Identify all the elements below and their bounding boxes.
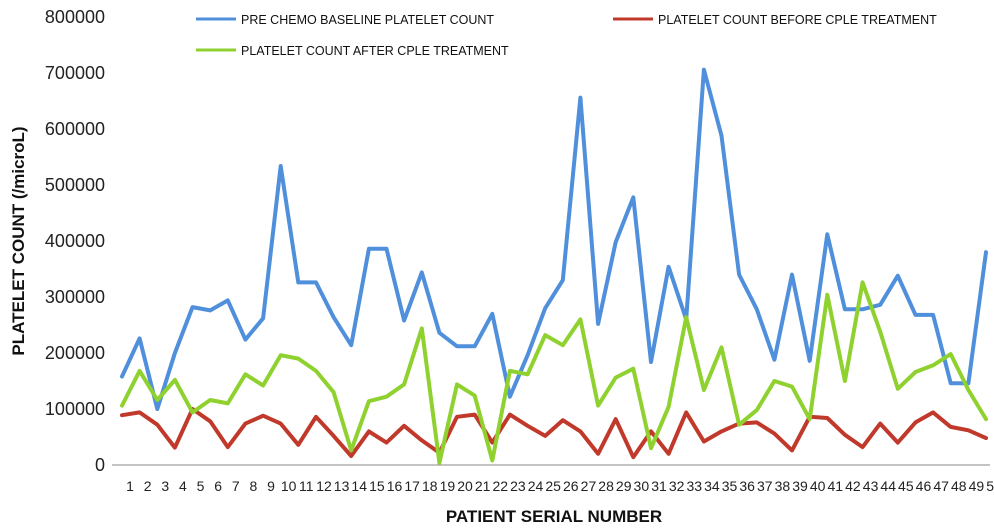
x-tick-label: 44: [880, 478, 896, 494]
x-tick-label: 9: [267, 478, 275, 494]
x-tick-label: 21: [475, 478, 491, 494]
legend-item-before-cple: PLATELET COUNT BEFORE CPLE TREATMENT: [613, 13, 937, 27]
x-tick-label: 25: [545, 478, 561, 494]
x-tick-label: 35: [722, 478, 738, 494]
x-tick-label: 2: [144, 478, 152, 494]
x-tick-label: 23: [510, 478, 526, 494]
legend-label-pre-chemo: PRE CHEMO BASELINE PLATELET COUNT: [241, 13, 494, 27]
x-tick-label: 40: [810, 478, 826, 494]
series-line-0: [120, 67, 988, 411]
x-tick-label: 4: [179, 478, 187, 494]
x-tick-label: 47: [933, 478, 949, 494]
legend-item-pre-chemo: PRE CHEMO BASELINE PLATELET COUNT: [196, 13, 494, 27]
x-tick-label: 15: [369, 478, 385, 494]
x-tick-label: 38: [775, 478, 791, 494]
y-tick-label: 0: [95, 455, 105, 475]
series-line-1: [120, 407, 988, 460]
x-tick-label: 19: [440, 478, 456, 494]
x-tick-label: 17: [404, 478, 420, 494]
x-tick-label: 27: [581, 478, 597, 494]
x-tick-label: 37: [757, 478, 773, 494]
x-tick-label: 46: [916, 478, 932, 494]
x-tick-label: 33: [686, 478, 702, 494]
x-tick-label: 5: [197, 478, 205, 494]
x-tick-label: 22: [492, 478, 508, 494]
x-tick-label: 3: [161, 478, 169, 494]
y-axis-ticks: 0 100000 200000 300000 400000 500000 600000 700…: [45, 7, 105, 475]
series-line-2: [120, 280, 988, 465]
x-tick-label: 16: [387, 478, 403, 494]
legend-label-before-cple: PLATELET COUNT BEFORE CPLE TREATMENT: [658, 13, 937, 27]
x-axis-ticks: 1 2 3 4 5 6 7 8 9 10 11 12 13 14 15 16 17 18 19 20 21 22 23 24 2…: [126, 478, 994, 494]
x-tick-label: 28: [598, 478, 614, 494]
x-tick-label: 10: [281, 478, 297, 494]
legend: PRE CHEMO BASELINE PLATELET COUNT PLATEL…: [196, 13, 937, 58]
x-tick-label: 41: [828, 478, 844, 494]
y-tick-label: 400000: [45, 231, 105, 251]
legend-label-after-cple: PLATELET COUNT AFTER CPLE TREATMENT: [241, 44, 509, 58]
x-tick-label: 24: [528, 478, 544, 494]
series-lines: [120, 67, 988, 465]
x-tick-label: 6: [214, 478, 222, 494]
x-tick-label: 26: [563, 478, 579, 494]
y-tick-label: 600000: [45, 119, 105, 139]
x-tick-label: 48: [951, 478, 967, 494]
x-tick-label: 42: [845, 478, 861, 494]
y-tick-label: 100000: [45, 399, 105, 419]
y-tick-label: 300000: [45, 287, 105, 307]
x-tick-label: 30: [634, 478, 650, 494]
x-tick-label: 18: [422, 478, 438, 494]
x-tick-label: 43: [863, 478, 879, 494]
y-tick-label: 200000: [45, 343, 105, 363]
y-tick-label: 700000: [45, 63, 105, 83]
x-tick-label: 50: [986, 478, 994, 494]
y-tick-label: 800000: [45, 7, 105, 27]
legend-item-after-cple: PLATELET COUNT AFTER CPLE TREATMENT: [196, 44, 509, 58]
x-tick-label: 11: [299, 478, 314, 494]
y-tick-label: 500000: [45, 175, 105, 195]
x-tick-label: 13: [334, 478, 350, 494]
x-axis-title: PATIENT SERIAL NUMBER: [446, 507, 662, 526]
x-tick-label: 45: [898, 478, 914, 494]
x-tick-label: 8: [250, 478, 258, 494]
x-tick-label: 1: [126, 478, 134, 494]
x-tick-label: 7: [232, 478, 240, 494]
x-tick-label: 39: [792, 478, 808, 494]
x-tick-label: 31: [651, 478, 667, 494]
x-tick-label: 12: [316, 478, 332, 494]
x-tick-label: 49: [969, 478, 985, 494]
x-tick-label: 29: [616, 478, 632, 494]
x-tick-label: 34: [704, 478, 720, 494]
x-tick-label: 36: [739, 478, 755, 494]
x-tick-label: 14: [351, 478, 367, 494]
x-tick-label: 20: [457, 478, 473, 494]
x-tick-label: 32: [669, 478, 685, 494]
y-axis-title: PLATELET COUNT (/microL): [9, 126, 28, 355]
